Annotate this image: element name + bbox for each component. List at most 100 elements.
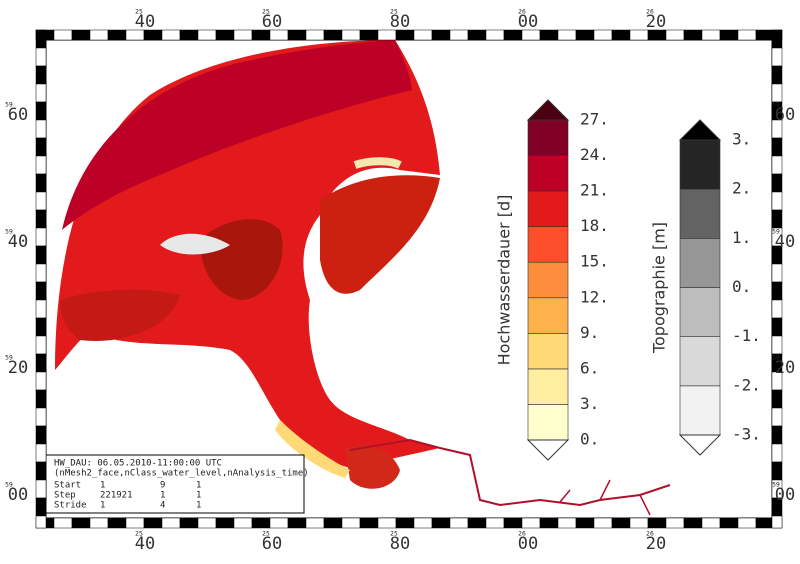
frame-segment bbox=[341, 517, 361, 529]
frame-segment bbox=[35, 299, 47, 319]
frame-segment bbox=[35, 137, 47, 157]
frame-segment bbox=[771, 65, 783, 85]
frame-segment bbox=[35, 515, 47, 529]
frame-segment bbox=[35, 83, 47, 103]
frame-segment bbox=[35, 281, 47, 301]
frame-segment bbox=[89, 517, 109, 529]
frame-segment bbox=[35, 389, 47, 409]
lon-label: 60 bbox=[262, 534, 282, 554]
info-cell: 221921 bbox=[100, 491, 133, 501]
frame-segment bbox=[755, 29, 775, 41]
frame-segment bbox=[755, 517, 775, 529]
lat-prefix: 59 bbox=[5, 229, 13, 236]
legend-label: 6. bbox=[580, 358, 599, 377]
frame-segment bbox=[771, 443, 783, 463]
frame-segment bbox=[35, 425, 47, 445]
lon-prefix: 25 bbox=[135, 531, 143, 538]
frame-segment bbox=[557, 517, 577, 529]
lon-label: 00 bbox=[518, 534, 538, 554]
frame-segment bbox=[53, 517, 73, 529]
frame-segment bbox=[771, 317, 783, 337]
info-header: HW_DAU: 06.05.2010-11:00:00 UTC bbox=[54, 459, 222, 469]
frame-segment bbox=[431, 29, 451, 41]
legend-swatch bbox=[679, 188, 721, 239]
legend-label: -1. bbox=[732, 326, 761, 345]
info-cell: 1 bbox=[196, 491, 201, 501]
frame-segment bbox=[35, 317, 47, 337]
legend-label: 3. bbox=[580, 394, 599, 413]
legend-over-arrow bbox=[678, 119, 722, 141]
frame-segment bbox=[611, 517, 631, 529]
frame-segment bbox=[449, 517, 469, 529]
frame-segment bbox=[35, 227, 47, 247]
frame-segment bbox=[771, 425, 783, 445]
frame-segment bbox=[35, 101, 47, 121]
frame-segment bbox=[377, 517, 397, 529]
info-cell: Stride bbox=[54, 501, 87, 511]
frame-segment bbox=[771, 461, 783, 481]
frame-segment bbox=[771, 299, 783, 319]
frame-segment bbox=[771, 263, 783, 283]
legend-swatch bbox=[527, 119, 569, 156]
frame-segment bbox=[771, 209, 783, 229]
legend-label: 15. bbox=[580, 252, 609, 271]
frame-segment bbox=[179, 29, 199, 41]
frame-segment bbox=[485, 517, 505, 529]
info-cell: Start bbox=[54, 481, 81, 491]
legend-under-arrow bbox=[526, 439, 570, 461]
frame-segment bbox=[771, 173, 783, 193]
info-cell: 1 bbox=[100, 481, 105, 491]
lon-prefix: 25 bbox=[135, 9, 143, 16]
frame-segment bbox=[215, 29, 235, 41]
lon-label: 40 bbox=[135, 12, 155, 32]
frame-segment bbox=[35, 155, 47, 175]
frame-segment bbox=[719, 517, 739, 529]
legend-label: 0. bbox=[732, 277, 751, 296]
legend-title: Hochwasserdauer [d] bbox=[495, 195, 514, 366]
lat-label: 20 bbox=[8, 358, 28, 378]
legend-label: -3. bbox=[732, 425, 761, 444]
frame-segment bbox=[647, 517, 667, 529]
legend-label: 27. bbox=[580, 110, 609, 129]
frame-segment bbox=[683, 29, 703, 41]
frame-segment bbox=[771, 335, 783, 355]
legend-label: 21. bbox=[580, 181, 609, 200]
frame-segment bbox=[251, 517, 271, 529]
lon-label: 80 bbox=[390, 534, 410, 554]
frame-segment bbox=[449, 29, 469, 41]
frame-segment bbox=[467, 517, 487, 529]
lat-label: 00 bbox=[8, 485, 28, 505]
frame-segment bbox=[771, 137, 783, 157]
legend-label: 2. bbox=[732, 179, 751, 198]
info-cell: 1 bbox=[160, 491, 165, 501]
legend-label: 18. bbox=[580, 216, 609, 235]
legend-swatch bbox=[527, 155, 569, 192]
frame-segment bbox=[35, 353, 47, 373]
info-dims: (nMesh2_face,nClass_water_level,nAnalysi… bbox=[54, 469, 309, 479]
lat-label: 60 bbox=[8, 105, 28, 125]
info-cell: 9 bbox=[160, 481, 165, 491]
frame-segment bbox=[323, 517, 343, 529]
lat-prefix: 59 bbox=[772, 482, 780, 489]
frame-segment bbox=[161, 517, 181, 529]
frame-segment bbox=[771, 515, 783, 529]
lon-label: 80 bbox=[390, 12, 410, 32]
lon-prefix: 25 bbox=[390, 531, 398, 538]
legend-swatch bbox=[527, 297, 569, 334]
frame-segment bbox=[737, 517, 757, 529]
frame-segment bbox=[35, 65, 47, 85]
lon-label: 60 bbox=[262, 12, 282, 32]
lat-prefix: 59 bbox=[772, 102, 780, 109]
frame-segment bbox=[323, 29, 343, 41]
lat-prefix: 59 bbox=[772, 229, 780, 236]
lat-prefix: 59 bbox=[5, 102, 13, 109]
frame-segment bbox=[503, 517, 523, 529]
frame-segment bbox=[35, 47, 47, 67]
frame-segment bbox=[161, 29, 181, 41]
frame-segment bbox=[539, 29, 559, 41]
frame-segment bbox=[215, 517, 235, 529]
lat-label: 60 bbox=[775, 105, 795, 125]
legend-swatch bbox=[527, 190, 569, 227]
info-cell: 1 bbox=[196, 481, 201, 491]
